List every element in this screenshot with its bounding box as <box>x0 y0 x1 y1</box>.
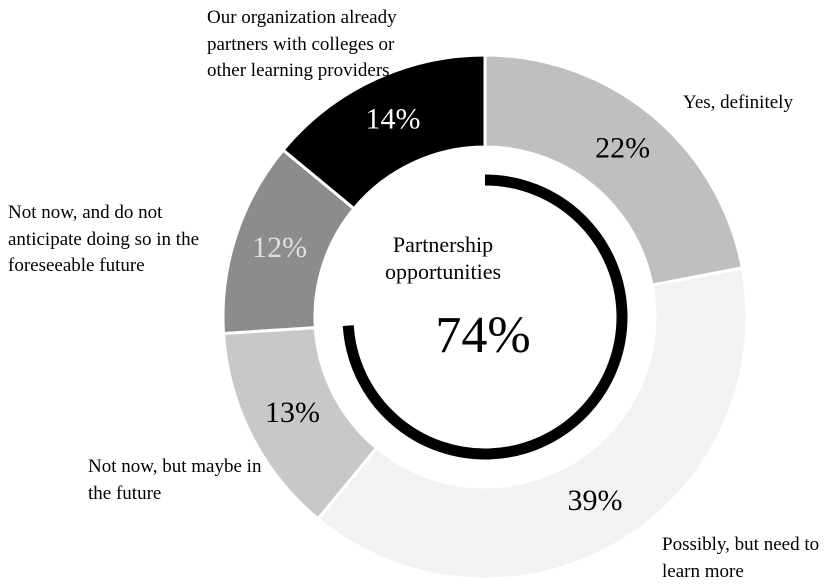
center-value: 74% <box>435 307 530 364</box>
value-label: 22% <box>595 131 650 164</box>
category-label: Our organization already partners with c… <box>207 7 397 81</box>
value-label: 13% <box>265 396 320 429</box>
value-label: 12% <box>252 231 307 264</box>
value-label: 39% <box>567 484 622 517</box>
category-label: Not now, but maybe in the future <box>88 456 262 504</box>
center-title: Partnership opportunities <box>385 232 501 284</box>
category-label: Not now, and do not anticipate doing so … <box>8 202 200 276</box>
donut-segment <box>281 53 487 211</box>
category-label: Yes, definitely <box>683 92 793 113</box>
donut-segment <box>483 53 745 287</box>
category-label: Possibly, but need to learn more <box>662 534 820 582</box>
value-label: 14% <box>366 102 421 135</box>
center-arc <box>342 174 628 460</box>
donut-segment <box>315 266 749 578</box>
